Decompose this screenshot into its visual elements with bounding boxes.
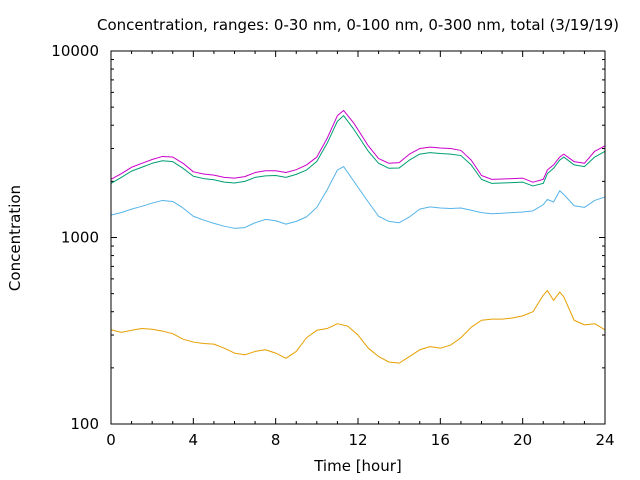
y-axis-label: Concentration [6, 185, 24, 291]
series-line-2 [110, 115, 606, 187]
series-line-3 [110, 109, 606, 183]
x-tick-label: 16 [431, 431, 450, 449]
plot-frame [110, 50, 606, 425]
series-line-1 [110, 166, 606, 229]
series-line-0 [110, 289, 606, 364]
x-axis-label: Time [hour] [313, 457, 402, 475]
y-tick-label: 1000 [61, 229, 99, 247]
y-tick-label: 100 [70, 415, 99, 433]
chart-title: Concentration, ranges: 0-30 nm, 0-100 nm… [97, 16, 619, 34]
x-tick-label: 0 [106, 431, 116, 449]
x-tick-label: 20 [513, 431, 532, 449]
x-tick-label: 8 [271, 431, 281, 449]
x-tick-label: 24 [595, 431, 614, 449]
x-tick-label: 12 [348, 431, 367, 449]
plot-area: 0 4 8 12 16 20 24 100 1000 10000 [51, 42, 614, 449]
x-tick-label: 4 [189, 431, 199, 449]
y-tick-label: 10000 [51, 42, 99, 60]
